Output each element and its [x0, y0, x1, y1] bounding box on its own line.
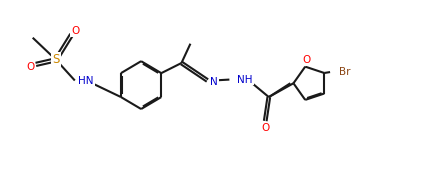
Text: HN: HN: [78, 76, 94, 86]
Text: O: O: [261, 123, 269, 133]
Text: NH: NH: [237, 75, 253, 85]
Text: O: O: [26, 62, 34, 72]
Text: O: O: [302, 55, 310, 65]
Text: Br: Br: [339, 67, 350, 77]
Text: N: N: [210, 77, 218, 87]
Text: S: S: [52, 53, 60, 66]
Text: O: O: [71, 26, 79, 36]
